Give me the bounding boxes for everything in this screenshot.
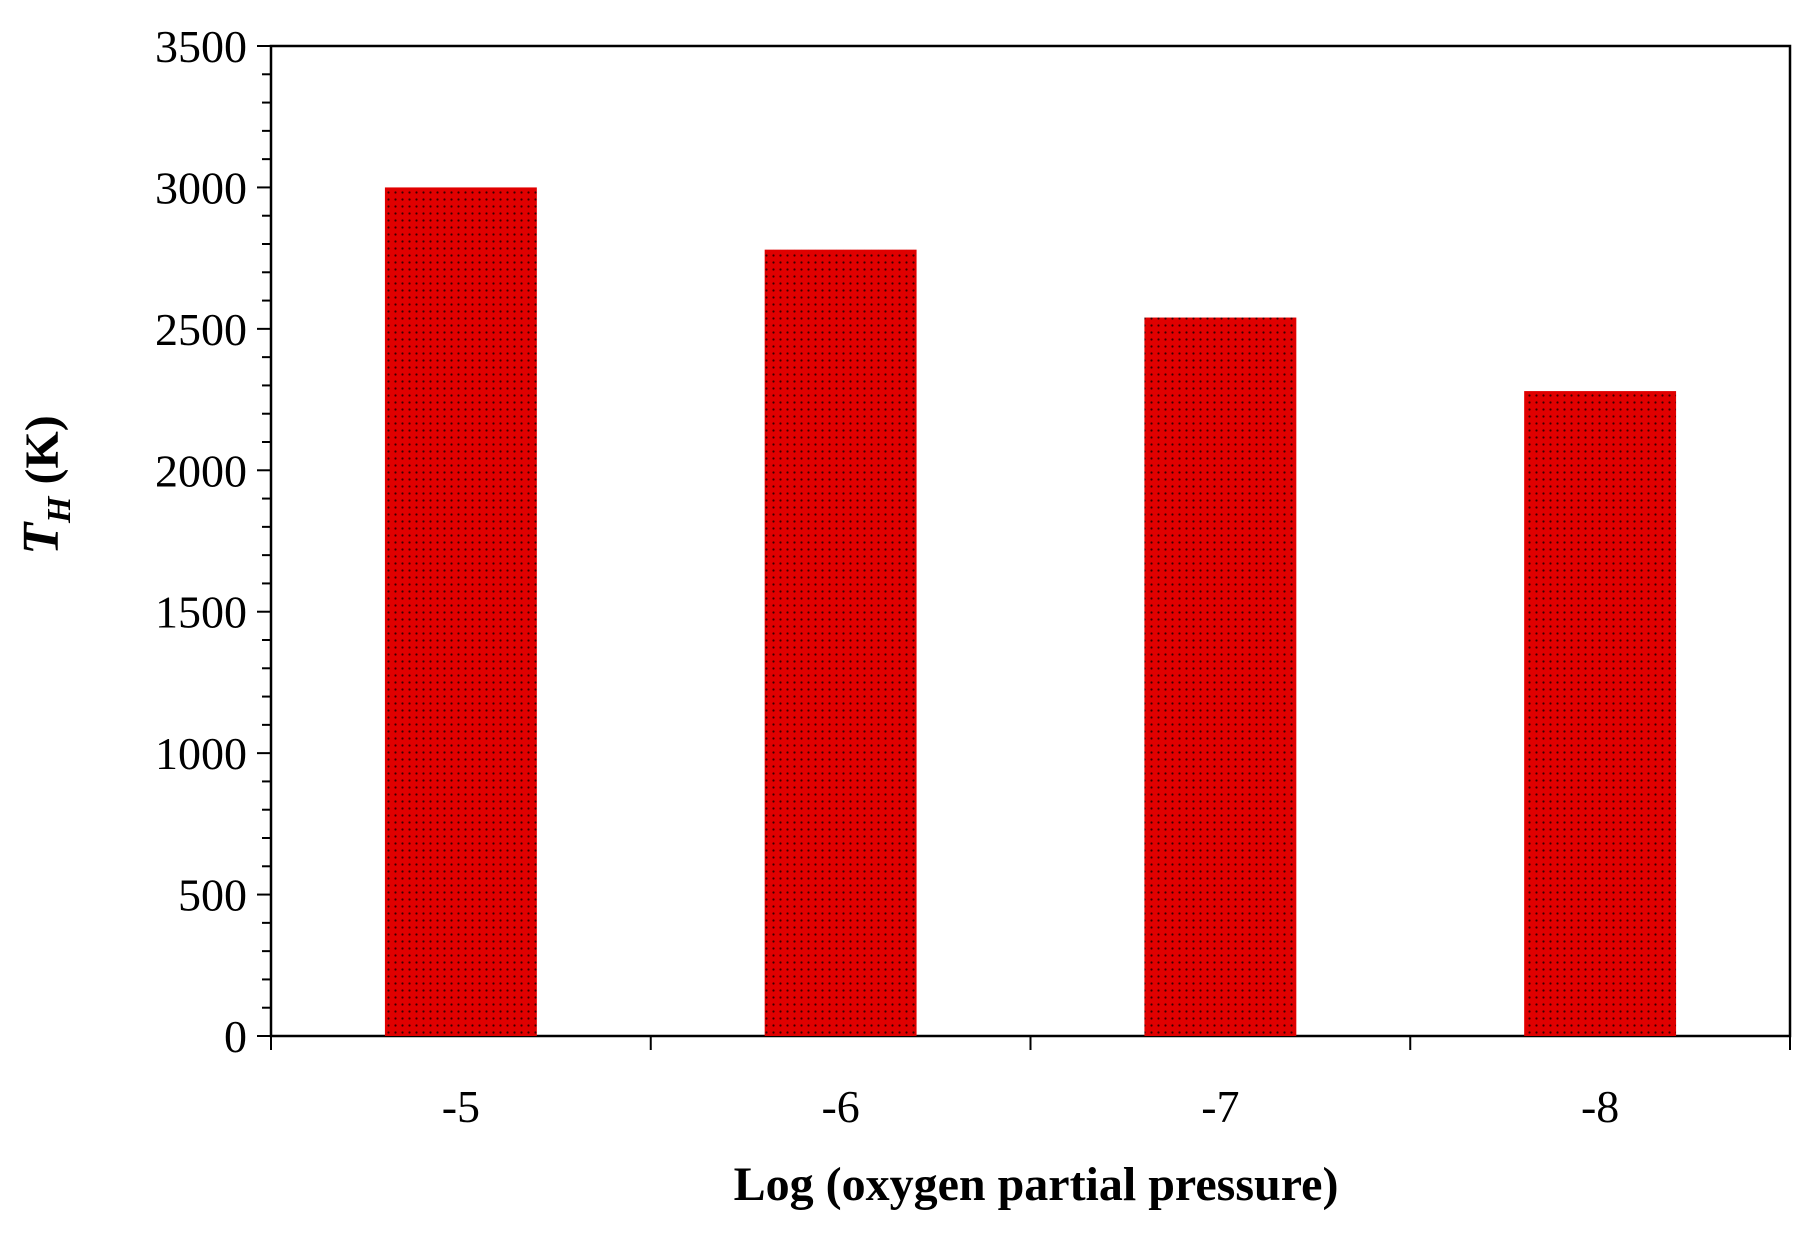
y-axis-title-unit: (K) [16, 415, 69, 496]
x-tick-label: -5 [442, 1081, 480, 1132]
y-axis: 0 500 1000 1500 2000 2500 3000 3500 [155, 21, 271, 1062]
y-tick-label: 2000 [155, 445, 247, 496]
y-axis-title: TH (K) [13, 415, 78, 555]
x-tick-label: -6 [821, 1081, 859, 1132]
bar--8 [1524, 391, 1677, 1037]
y-tick-label: 1500 [155, 587, 247, 638]
x-tick-label: -8 [1581, 1081, 1619, 1132]
x-axis-title: Log (oxygen partial pressure) [734, 1158, 1339, 1211]
y-axis-title-symbol: T [13, 521, 70, 555]
bar--7 [1144, 317, 1297, 1036]
bars-layer [384, 187, 1677, 1037]
y-axis-title-subscript: H [41, 495, 78, 524]
x-tick-label: -7 [1201, 1081, 1239, 1132]
y-tick-label: 3000 [155, 162, 247, 213]
y-tick-label: 500 [178, 870, 247, 921]
bar--5 [384, 187, 537, 1036]
y-tick-label: 2500 [155, 304, 247, 355]
y-tick-label: 3500 [155, 21, 247, 72]
y-tick-label: 0 [224, 1011, 247, 1062]
y-tick-label: 1000 [155, 728, 247, 779]
x-axis: -5 -6 -7 -8 [270, 1036, 1791, 1132]
bar--6 [764, 249, 917, 1036]
